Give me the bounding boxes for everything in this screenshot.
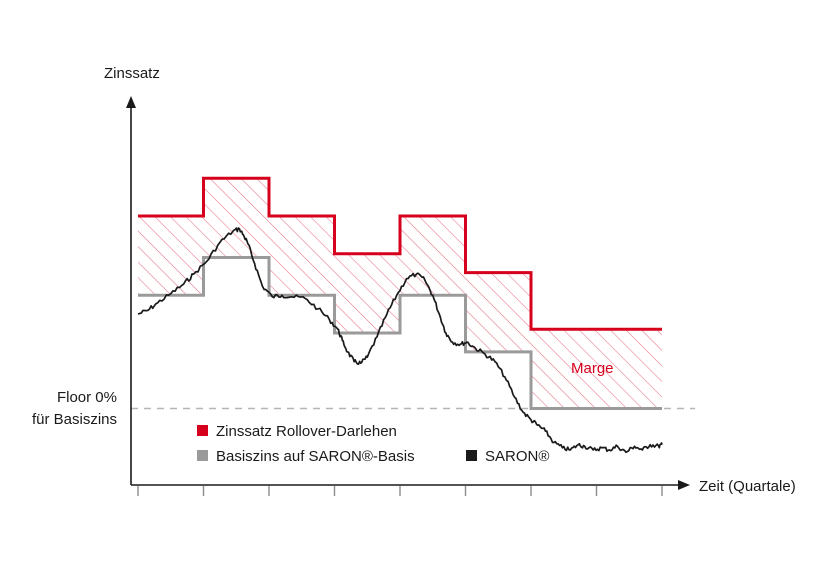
y-axis-arrow: [126, 96, 136, 108]
legend-label: Basiszins auf SARON®-Basis: [216, 448, 415, 465]
x-axis-label: Zeit (Quartale): [699, 478, 796, 495]
legend-swatch: [466, 450, 477, 461]
legend-swatch: [197, 450, 208, 461]
axes: [126, 96, 690, 496]
floor-label-line2: für Basiszins: [32, 411, 117, 428]
legend-swatch: [197, 425, 208, 436]
series-line-saron: [137, 227, 663, 454]
text-labels: Zinssatz Zeit (Quartale) Floor 0% für Basis…: [32, 65, 796, 495]
floor-label-line1: Floor 0%: [57, 389, 117, 406]
legend-label: SARON®: [485, 448, 549, 465]
series-line-basiszins: [138, 256, 662, 410]
legend: Zinssatz Rollover-Darlehen Basiszins auf …: [197, 423, 549, 465]
series-line-rollover: [138, 176, 662, 331]
margin-band-label: Marge: [571, 360, 614, 377]
series-group: [137, 176, 663, 454]
legend-label: Zinssatz Rollover-Darlehen: [216, 423, 397, 440]
x-axis-arrow: [678, 480, 690, 490]
y-axis-label: Zinssatz: [104, 65, 160, 82]
